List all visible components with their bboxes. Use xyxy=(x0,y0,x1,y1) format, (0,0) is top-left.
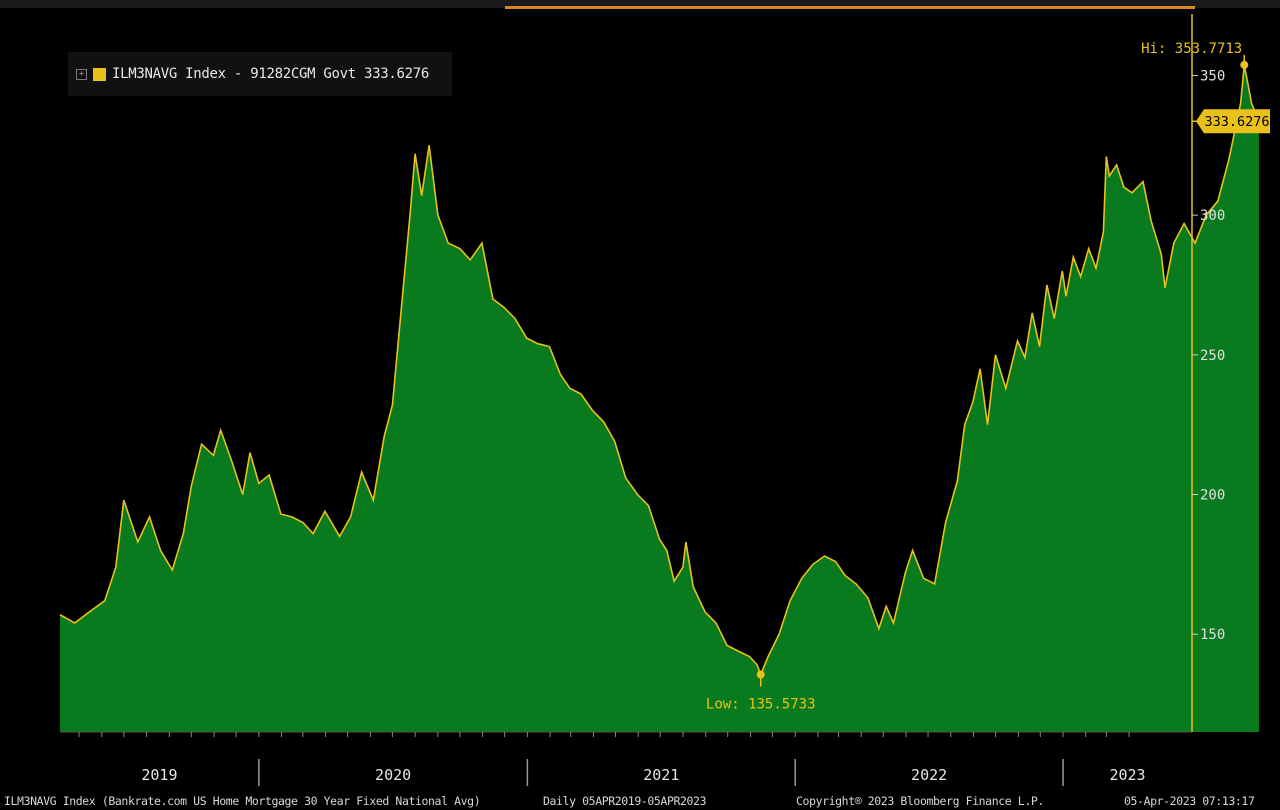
series-area-fill xyxy=(60,64,1259,732)
x-year-label: 2023 xyxy=(1109,766,1145,784)
y-tick-label: 200 xyxy=(1200,488,1225,504)
legend-toggle-icon[interactable]: + xyxy=(76,68,87,80)
legend-entry-label: ILM3NAVG Index - 91282CGM Govt 333.6276 xyxy=(112,66,430,82)
series-line xyxy=(59,64,1260,677)
last-value-label: 333.6276 xyxy=(1204,114,1269,130)
annotation-layer: 333.6276 Hi: 353.7713 Low: 135.5733 xyxy=(706,41,1270,713)
y-tick-label: 150 xyxy=(1200,627,1225,643)
y-tick-label: 300 xyxy=(1200,208,1225,224)
hi-annotation-label: Hi: 353.7713 xyxy=(1141,41,1242,57)
chart-legend: + ILM3NAVG Index - 91282CGM Govt 333.627… xyxy=(68,52,452,96)
footer-timestamp: 05-Apr-2023 07:13:17 xyxy=(1124,794,1255,808)
x-year-label: 2020 xyxy=(375,766,411,784)
footer-copyright: Copyright® 2023 Bloomberg Finance L.P. xyxy=(796,794,1044,808)
axis-layer: 150 200 250 300 350 2019 2020 2021 2022 2023 xyxy=(60,14,1225,786)
chart-footer: ILM3NAVG Index (Bankrate.com US Home Mor… xyxy=(0,792,1280,810)
y-tick-label: 350 xyxy=(1200,68,1225,84)
last-value-flag xyxy=(1196,109,1270,134)
chart-top-accent xyxy=(505,6,1195,9)
footer-source: ILM3NAVG Index (Bankrate.com US Home Mor… xyxy=(4,794,481,808)
series-layer xyxy=(59,64,1260,732)
legend-swatch xyxy=(93,67,106,81)
x-year-label: 2022 xyxy=(911,766,947,784)
x-year-label: 2019 xyxy=(141,766,177,784)
y-tick-label: 250 xyxy=(1200,348,1225,364)
x-year-label: 2021 xyxy=(643,766,679,784)
footer-range: Daily 05APR2019-05APR2023 xyxy=(543,794,707,808)
low-annotation-label: Low: 135.5733 xyxy=(706,697,816,713)
chart-top-bar xyxy=(0,0,1280,8)
